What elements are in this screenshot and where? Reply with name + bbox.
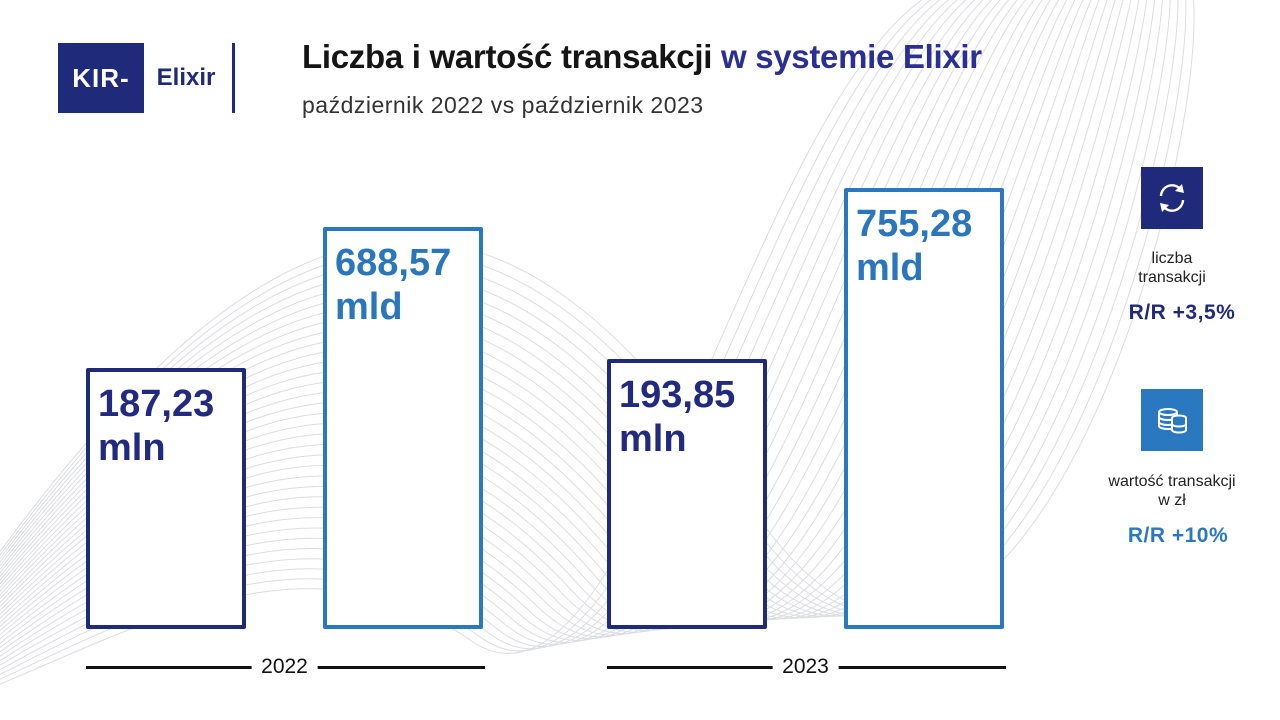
legend-value-line-2: w zł bbox=[1158, 492, 1186, 509]
kir-logo-text: KIR bbox=[72, 62, 121, 93]
bar-unit-text: mln bbox=[98, 427, 166, 469]
kir-logo: KIR - bbox=[58, 43, 144, 113]
legend-count-label: liczba transakcji bbox=[1082, 249, 1262, 287]
coins-stack-icon bbox=[1141, 389, 1203, 451]
year-tick-label: 2022 bbox=[251, 655, 318, 679]
elixir-logo: Elixir bbox=[144, 43, 228, 113]
page-title: Liczba i wartość transakcji w systemie E… bbox=[302, 38, 982, 76]
title-accent: w systemie Elixir bbox=[720, 38, 982, 75]
bar-value-text: 187,23 bbox=[98, 383, 215, 425]
exchange-arrows-icon bbox=[1141, 167, 1203, 229]
bar-value-text: 755,28 bbox=[856, 203, 973, 245]
legend-value-label: wartość transakcji w zł bbox=[1082, 472, 1262, 510]
legend-count-line-2: transakcji bbox=[1138, 269, 1206, 286]
legend-value-line-1: wartość transakcji bbox=[1108, 473, 1236, 490]
title-main: Liczba i wartość transakcji bbox=[302, 38, 713, 75]
bar-data-label: 187,23 mln bbox=[98, 382, 214, 470]
bar-data-label: 193,85 mln bbox=[619, 373, 735, 461]
legend-value-change: R/R +10% bbox=[1127, 524, 1229, 547]
legend-count-line-1: liczba bbox=[1151, 250, 1193, 267]
bar-data-label: 688,57 mld bbox=[335, 241, 451, 329]
bar-count-2022: 187,23 mln bbox=[86, 368, 246, 629]
page-subtitle: październik 2022 vs październik 2023 bbox=[302, 92, 704, 118]
elixir-logo-text: Elixir bbox=[156, 64, 216, 91]
bar-count-2023: 193,85 mln bbox=[607, 359, 767, 629]
legend-count-change: R/R +3,5% bbox=[1128, 301, 1236, 324]
bar-data-label: 755,28 mld bbox=[856, 202, 972, 290]
bar-unit-text: mld bbox=[856, 247, 924, 289]
bar-unit-text: mld bbox=[335, 286, 403, 328]
logo-divider bbox=[232, 43, 235, 113]
bar-value-text: 688,57 bbox=[335, 242, 452, 284]
year-tick-label: 2023 bbox=[772, 655, 839, 679]
bar-value-2022: 688,57 mld bbox=[323, 227, 483, 629]
bar-unit-text: mln bbox=[619, 418, 687, 460]
bar-value-2023: 755,28 mld bbox=[844, 188, 1004, 629]
bar-value-text: 193,85 bbox=[619, 374, 736, 416]
